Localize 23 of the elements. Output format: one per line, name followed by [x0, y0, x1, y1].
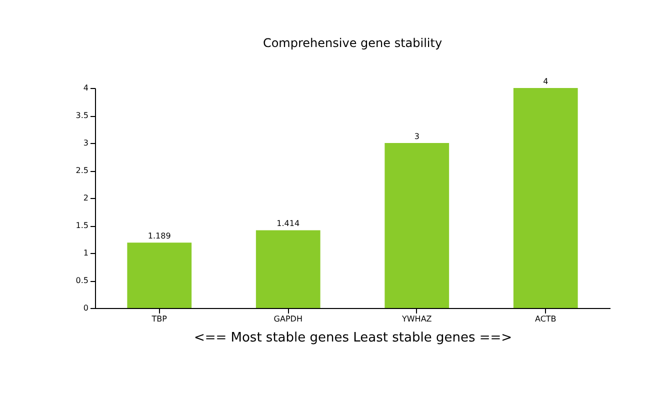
x-tick-label: YWHAZ — [400, 314, 432, 324]
y-tick-label: 4 — [83, 84, 88, 92]
y-tick-label: 3 — [83, 138, 88, 148]
y-tick-label: 3.5 — [76, 111, 88, 120]
x-tick-label: GAPDH — [274, 314, 302, 324]
y-tick-label: 0.5 — [76, 276, 88, 285]
bar — [513, 88, 578, 308]
y-tick-label: 1 — [83, 248, 88, 258]
data-label: 3 — [414, 132, 420, 141]
bar — [127, 242, 192, 308]
data-label: 1.189 — [148, 232, 171, 241]
bar — [384, 143, 450, 308]
bar — [256, 230, 320, 308]
y-tick-label: 0 — [83, 304, 88, 312]
chart-title: Comprehensive gene stability — [262, 36, 442, 50]
y-tick-label: 1.5 — [76, 221, 88, 230]
data-label: 4 — [543, 77, 548, 86]
x-axis-title: <== Most stable genes Least stable genes ==> — [194, 330, 512, 346]
x-tick-label: ACTB — [534, 314, 556, 324]
y-tick-label: 2 — [83, 194, 88, 202]
y-tick-label: 2.5 — [76, 166, 88, 175]
data-label: 1.414 — [276, 219, 300, 228]
x-tick-label: TBP — [150, 314, 168, 324]
